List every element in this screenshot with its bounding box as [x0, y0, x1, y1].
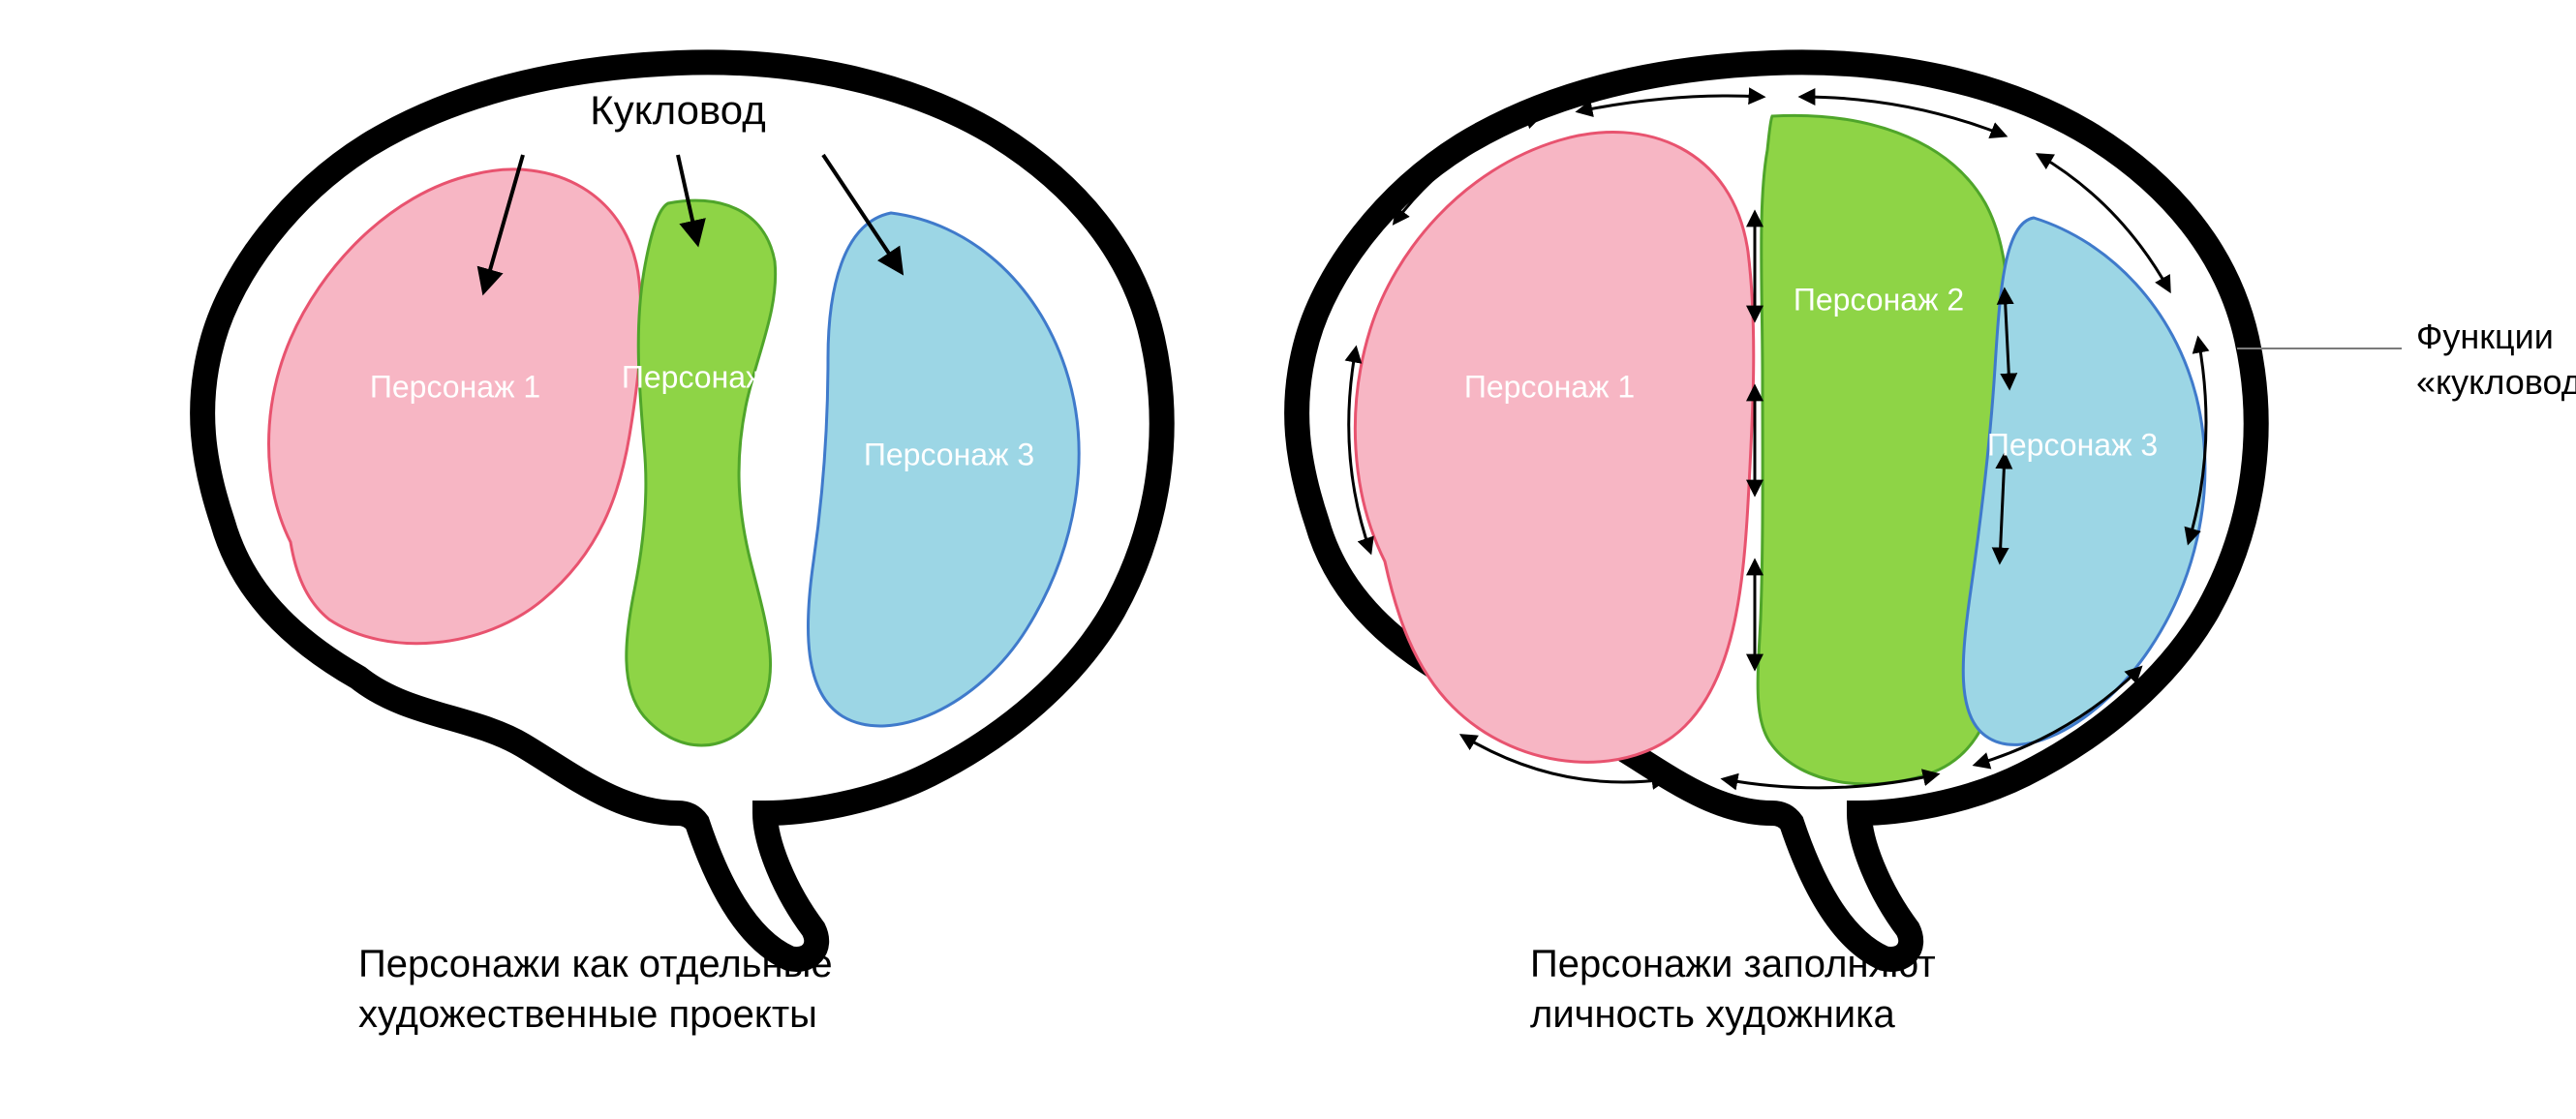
left-header-label: Кукловод: [590, 87, 765, 134]
brain-left: [202, 62, 1162, 959]
right-region1-label: Персонаж 1: [1464, 370, 1635, 406]
left-region3-label: Персонаж 3: [864, 438, 1034, 473]
left-caption-line2: художественные проекты: [358, 989, 817, 1040]
right-region2-label: Персонаж 2: [1794, 283, 1964, 318]
diagram-canvas: Кукловод Персонаж 1 Персонаж 2 Персонаж …: [0, 0, 2576, 1119]
left-caption-line1: Персонажи как отдельные: [358, 939, 833, 989]
right-caption-line1: Персонажи заполняют: [1530, 939, 1936, 989]
callout-line1: Функции: [2416, 315, 2554, 360]
left-region1-label: Персонаж 1: [370, 370, 540, 406]
brain-right: [1297, 62, 2256, 959]
left-region2-label: Персонаж 2: [622, 360, 792, 396]
callout-line2: «кукловода»: [2416, 360, 2576, 406]
right-region3-label: Персонаж 3: [1987, 428, 2158, 464]
right-caption-line2: личность художника: [1530, 989, 1895, 1040]
